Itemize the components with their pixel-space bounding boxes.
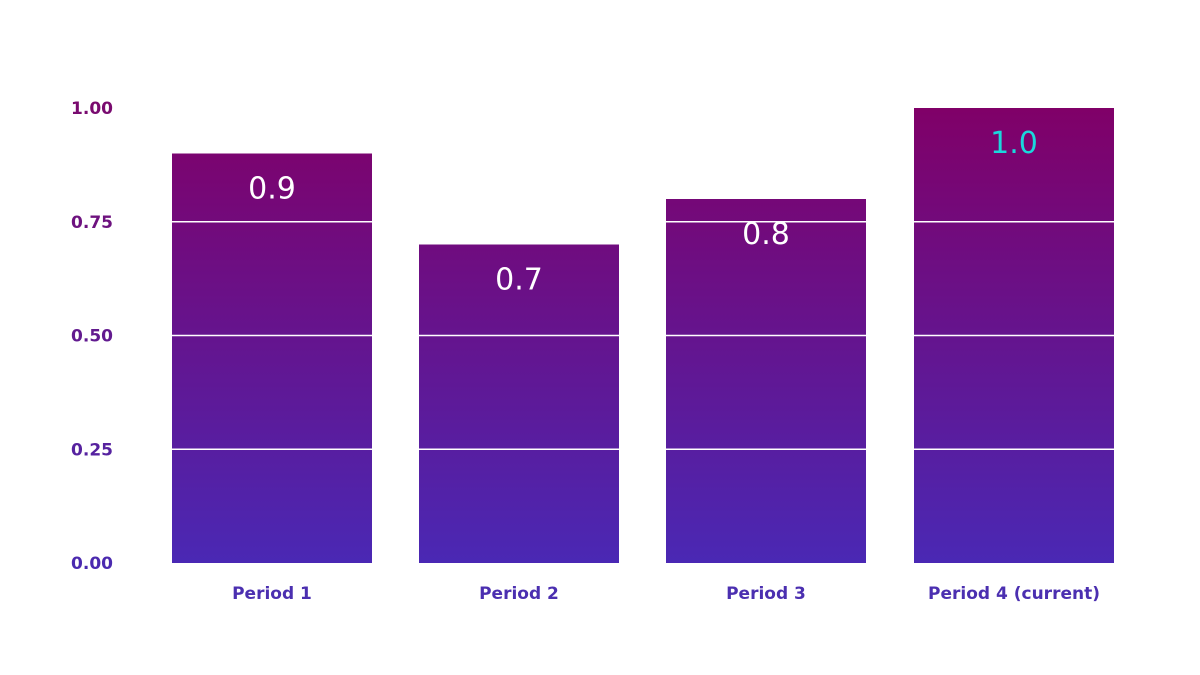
- category-label: Period 1: [232, 584, 312, 604]
- bar-group: 0.8: [666, 199, 866, 563]
- value-label: 0.8: [742, 217, 790, 252]
- y-tick-label: 0.25: [71, 440, 113, 460]
- value-label: 1.0: [990, 126, 1038, 161]
- category-label: Period 4 (current): [928, 584, 1100, 604]
- bar: [419, 244, 619, 563]
- value-label: 0.9: [248, 172, 296, 207]
- category-label: Period 2: [479, 584, 559, 604]
- value-label: 0.7: [495, 263, 543, 298]
- bar-group: 0.9: [172, 153, 372, 563]
- x-axis: Period 1 Period 2 Period 3 Period 4 (curren…: [232, 584, 1100, 604]
- y-tick-label: 0.50: [71, 327, 113, 347]
- y-tick-label: 0.75: [71, 213, 113, 233]
- bar: [172, 153, 372, 563]
- y-axis: 0.00 0.25 0.50 0.75 1.00: [71, 99, 113, 574]
- bar-group: 0.7: [419, 244, 619, 563]
- bar: [666, 199, 866, 563]
- y-tick-label: 1.00: [71, 99, 113, 119]
- bars: 0.9 0.7 0.8 1.0: [172, 108, 1114, 563]
- category-label: Period 3: [726, 584, 806, 604]
- y-tick-label: 0.00: [71, 554, 113, 574]
- bar-group: 1.0: [914, 108, 1114, 563]
